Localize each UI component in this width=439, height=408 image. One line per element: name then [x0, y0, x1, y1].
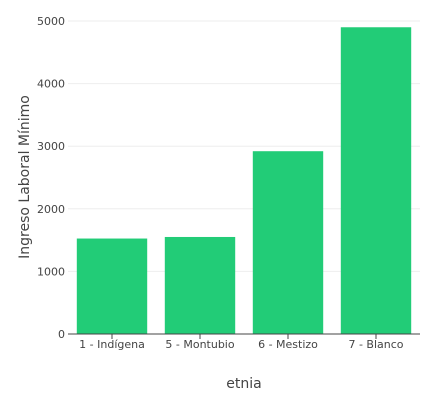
y-tick-labels: 0 1000 2000 3000 4000 5000 [37, 15, 65, 341]
x-tick-label: 6 - Mestizo [258, 338, 318, 351]
y-tick-label: 0 [58, 328, 65, 341]
y-tick-label: 5000 [37, 15, 65, 28]
x-tick-labels: 1 - Indígena 5 - Montubio 6 - Mestizo 7 - B… [79, 334, 404, 351]
y-tick-label: 4000 [37, 78, 65, 91]
x-axis-title: etnia [226, 376, 261, 392]
x-tick-label: 7 - Blanco [348, 338, 403, 351]
y-tick-label: 1000 [37, 265, 65, 278]
bar [76, 238, 148, 334]
bar [164, 236, 236, 334]
x-tick-label: 1 - Indígena [79, 338, 145, 351]
bar [340, 27, 412, 334]
y-axis-title: Ingreso Laboral Mínimo [17, 95, 33, 259]
x-tick-label: 5 - Montubio [165, 338, 234, 351]
bars [76, 27, 412, 334]
y-tick-label: 3000 [37, 140, 65, 153]
bar [252, 151, 324, 334]
y-tick-label: 2000 [37, 203, 65, 216]
